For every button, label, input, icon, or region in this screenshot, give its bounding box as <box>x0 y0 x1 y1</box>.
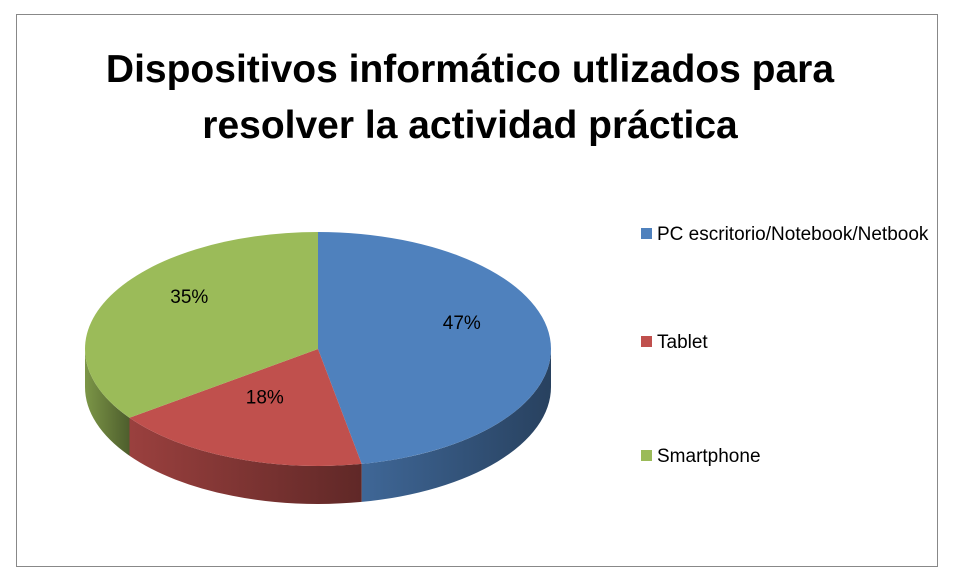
pie-slice-side <box>85 349 130 456</box>
data-label: 35% <box>170 287 208 308</box>
pie-slice <box>318 232 552 464</box>
pie-slice <box>129 349 362 466</box>
legend-label: Tablet <box>657 332 708 353</box>
data-label: 18% <box>246 387 284 408</box>
legend-swatch <box>641 450 652 461</box>
legend-swatch <box>641 228 652 239</box>
chart-frame <box>16 14 938 567</box>
pie-slice-side <box>129 417 362 504</box>
data-label: 47% <box>443 313 481 334</box>
pie-slice <box>85 232 319 418</box>
legend-item: Tablet <box>641 330 942 356</box>
legend-item: PC escritorio/Notebook/Netbook <box>641 222 942 248</box>
legend-label: Smartphone <box>657 446 761 467</box>
chart-title: Dispositivos informático utlizados para … <box>105 48 835 147</box>
pie-slice-side <box>361 349 551 502</box>
legend-swatch <box>641 336 652 347</box>
legend-item: Smartphone <box>641 444 942 470</box>
legend-label: PC escritorio/Notebook/Netbook <box>657 224 929 245</box>
